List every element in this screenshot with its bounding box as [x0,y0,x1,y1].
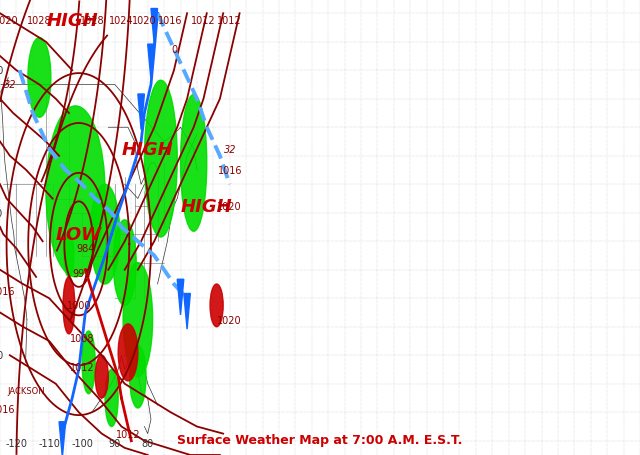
Text: 1012: 1012 [218,16,242,26]
Text: HIGH: HIGH [122,140,173,158]
Text: 1020: 1020 [218,315,242,325]
Text: HIGH: HIGH [181,197,233,215]
Text: 1016: 1016 [0,287,15,297]
Text: 1012: 1012 [116,429,140,439]
Text: 0: 0 [171,45,177,55]
Text: 1016: 1016 [159,16,183,26]
Text: 1020: 1020 [0,16,19,26]
Text: 984: 984 [76,244,95,254]
Polygon shape [59,422,66,455]
Text: 50: 50 [0,66,3,76]
Ellipse shape [95,355,108,398]
Ellipse shape [145,81,177,238]
Text: 992: 992 [73,268,92,278]
Text: LOW: LOW [56,226,102,243]
Ellipse shape [63,277,75,334]
Text: 1012: 1012 [191,16,216,26]
Text: -100: -100 [71,438,93,448]
Ellipse shape [180,95,207,232]
Text: 32: 32 [4,81,16,90]
Text: 1016: 1016 [0,404,15,415]
Text: HIGH: HIGH [46,12,98,30]
Text: 30: 30 [0,350,3,360]
Polygon shape [184,294,190,329]
Text: 32: 32 [223,144,236,154]
Ellipse shape [46,106,105,277]
Ellipse shape [210,284,223,327]
Text: 1028: 1028 [27,16,52,26]
Ellipse shape [130,345,146,408]
Ellipse shape [82,331,95,394]
Polygon shape [151,10,157,45]
Text: 1000: 1000 [67,301,91,311]
Text: 80: 80 [141,438,154,448]
Text: Surface Weather Map at 7:00 A.M. E.S.T.: Surface Weather Map at 7:00 A.M. E.S.T. [177,433,463,446]
Ellipse shape [64,235,74,277]
Text: 1012: 1012 [70,362,94,372]
Text: 1020: 1020 [218,201,242,211]
Polygon shape [177,280,184,315]
Ellipse shape [90,185,120,284]
Polygon shape [148,45,154,81]
Text: 1020: 1020 [132,16,157,26]
Text: 90: 90 [109,438,121,448]
Ellipse shape [118,324,138,381]
Text: 1016: 1016 [218,166,242,176]
Ellipse shape [28,38,51,118]
Text: 1008: 1008 [70,334,94,344]
Ellipse shape [113,220,136,306]
Ellipse shape [123,263,152,377]
Text: 1024: 1024 [109,16,134,26]
Text: JACKSON: JACKSON [8,387,45,395]
Text: 1028: 1028 [79,16,104,26]
Text: 40: 40 [0,208,3,218]
Polygon shape [138,95,145,130]
Ellipse shape [105,369,118,427]
Text: -120: -120 [5,438,28,448]
Text: -110: -110 [38,438,60,448]
